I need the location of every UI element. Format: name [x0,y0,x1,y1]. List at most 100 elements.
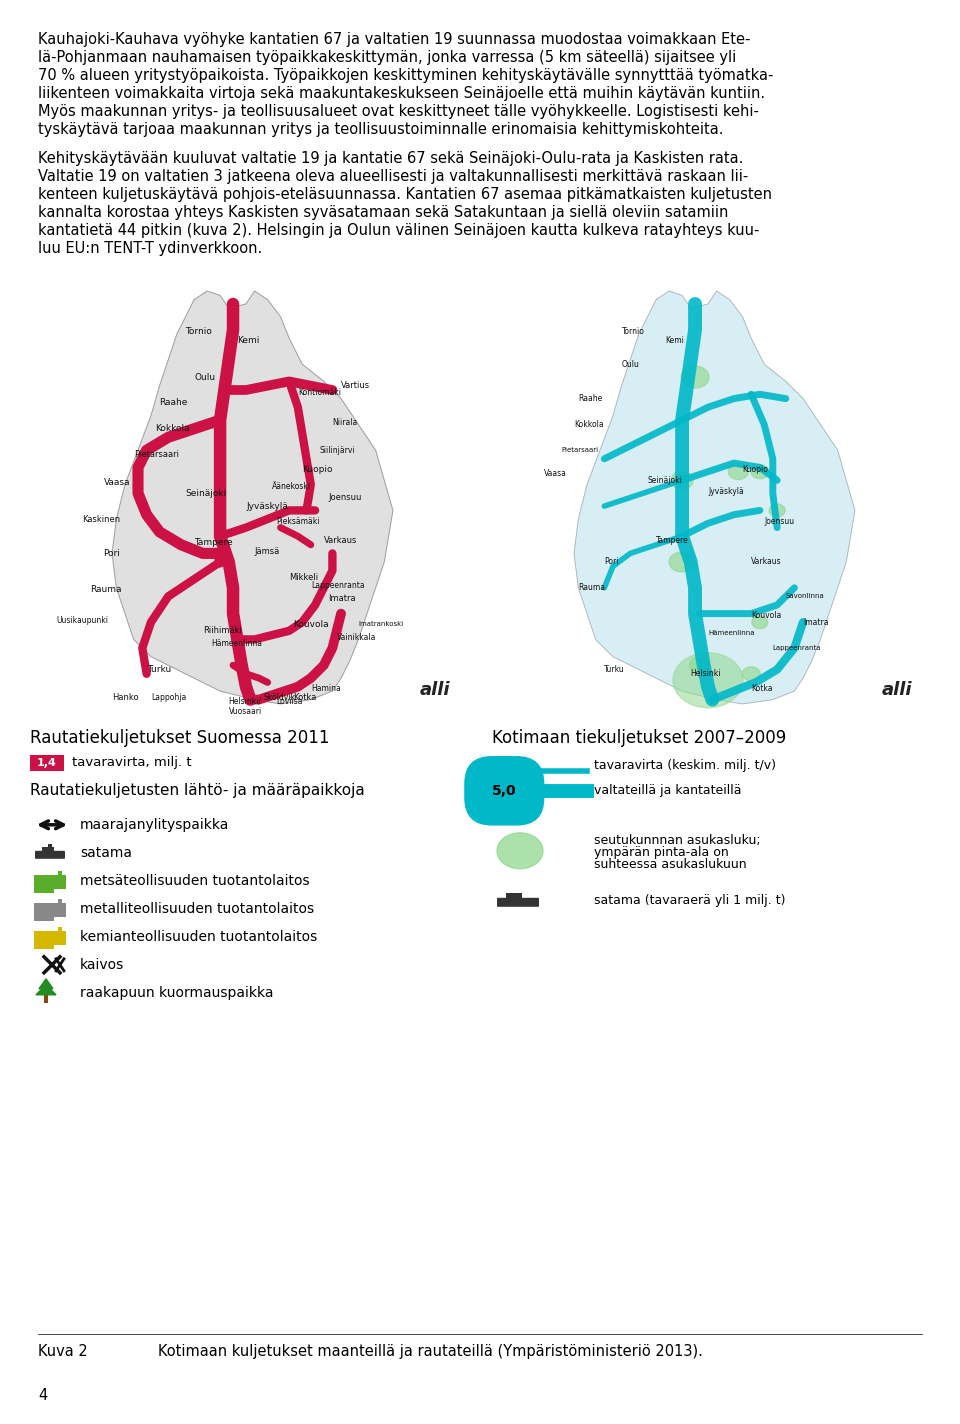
Text: Kotimaan kuljetukset maanteillä ja rautateillä (Ympäristöministeriö 2013).: Kotimaan kuljetukset maanteillä ja rauta… [158,1344,703,1358]
Bar [58,899,62,907]
Text: suhteessa asukaslukuun: suhteessa asukaslukuun [594,859,747,871]
Text: Joensuu: Joensuu [764,517,794,525]
Text: liikenteen voimakkaita virtoja sekä maakuntakeskukseen Seinäjoelle että muihin k: liikenteen voimakkaita virtoja sekä maak… [38,85,765,101]
Text: Kuva 2: Kuva 2 [38,1344,87,1358]
Bar [42,847,54,852]
Text: tyskäytävä tarjoaa maakunnan yritys ja teollisuustoiminnalle erinomaisia kehitty: tyskäytävä tarjoaa maakunnan yritys ja t… [38,122,724,137]
Bar [54,931,66,944]
FancyBboxPatch shape [497,897,539,907]
Text: Tornio: Tornio [185,328,212,336]
Ellipse shape [681,366,709,389]
Text: metalliteollisuuden tuotantolaitos: metalliteollisuuden tuotantolaitos [80,901,314,916]
Bar [34,874,54,893]
Text: Hanko: Hanko [112,693,138,702]
Ellipse shape [729,464,748,480]
Bar [492,286,924,716]
Text: Mikkeli: Mikkeli [289,572,319,581]
Text: 4: 4 [38,1388,47,1403]
Text: Oulu: Oulu [622,360,639,369]
Text: tavaravirta, milj. t: tavaravirta, milj. t [72,756,192,769]
Text: Uusikaupunki: Uusikaupunki [56,615,108,625]
Text: Lappeenranta: Lappeenranta [773,645,822,651]
Text: Pietarsaari: Pietarsaari [561,447,598,453]
Text: satama (tavaraerä yli 1 milj. t): satama (tavaraerä yli 1 milj. t) [594,894,785,907]
Text: kemianteollisuuden tuotantolaitos: kemianteollisuuden tuotantolaitos [80,930,317,944]
Text: Tampere: Tampere [657,535,689,545]
Bar [54,874,66,889]
Ellipse shape [752,615,768,629]
Text: Helsinki: Helsinki [691,669,721,678]
Text: Pieksämäki: Pieksämäki [276,517,320,525]
Bar [30,755,64,770]
Text: ympärän pinta-ala on: ympärän pinta-ala on [594,846,729,859]
Text: Vaasa: Vaasa [543,470,566,478]
Text: Tampere: Tampere [194,538,232,547]
Ellipse shape [689,658,709,674]
Text: Pietarsaari: Pietarsaari [133,450,179,459]
Text: Kaskinen: Kaskinen [82,514,120,524]
Text: Helsinki/
Vuosaari: Helsinki/ Vuosaari [228,696,262,716]
Ellipse shape [671,471,693,490]
Text: Kouvola: Kouvola [294,619,329,629]
Text: seutukunnnan asukasluku;: seutukunnnan asukasluku; [594,834,760,847]
Text: Rautatiekuljetusten lähtö- ja määräpaikkoja: Rautatiekuljetusten lähtö- ja määräpaikk… [30,783,365,797]
Text: Vartius: Vartius [341,382,371,390]
Polygon shape [39,978,53,988]
Text: Myös maakunnan yritys- ja teollisuusalueet ovat keskittyneet tälle vyöhykkeelle.: Myös maakunnan yritys- ja teollisuusalue… [38,104,758,120]
Text: kantatietä 44 pitkin (kuva 2). Helsingin ja Oulun välinen Seinäjoen kautta kulke: kantatietä 44 pitkin (kuva 2). Helsingin… [38,222,759,238]
Text: 70 % alueen yritystyöpaikoista. Työpaikkojen keskittyminen kehityskäytävälle syn: 70 % alueen yritystyöpaikoista. Työpaikk… [38,68,774,83]
Bar [58,871,62,879]
Bar [506,893,522,899]
Bar [54,903,66,917]
Text: tavaravirta (keskim. milj. t/v): tavaravirta (keskim. milj. t/v) [594,759,776,772]
Text: lä-Pohjanmaan nauhamaisen työpaikkakeskittymän, jonka varressa (5 km säteellä) s: lä-Pohjanmaan nauhamaisen työpaikkakeski… [38,50,736,66]
Text: Jyväskylä: Jyväskylä [246,501,288,511]
Text: Vainikkala: Vainikkala [337,632,376,642]
Text: 5,0: 5,0 [492,783,516,797]
Text: Niirala: Niirala [332,417,358,427]
Text: 2,0: 2,0 [492,763,516,778]
Text: Seinäjoki: Seinäjoki [647,476,683,484]
Text: kaivos: kaivos [80,958,124,971]
Text: Valtatie 19 on valtatien 3 jatkeena oleva alueellisesti ja valtakunnallisesti me: Valtatie 19 on valtatien 3 jatkeena olev… [38,169,748,184]
Text: Hämeenlinna: Hämeenlinna [708,629,755,637]
Text: Kuopio: Kuopio [302,466,333,474]
Ellipse shape [673,652,743,708]
Text: Oulu: Oulu [194,373,215,382]
Text: maarajanylityspaikka: maarajanylityspaikka [80,817,229,832]
Text: Kemi: Kemi [664,336,684,345]
Text: Kemi: Kemi [237,336,260,345]
Polygon shape [36,985,56,995]
Text: Raahe: Raahe [578,394,603,403]
Text: Kuopio: Kuopio [743,466,768,474]
Text: kannalta korostaa yhteys Kaskisten syväsatamaan sekä Satakuntaan ja siellä olevi: kannalta korostaa yhteys Kaskisten syväs… [38,205,729,219]
Text: Seinäjoki: Seinäjoki [185,488,227,498]
Text: Pori: Pori [104,548,120,558]
Text: Loviisa: Loviisa [276,698,302,706]
Text: Lappohja: Lappohja [151,693,186,702]
Text: luu EU:n TENT-T ydinverkkoon.: luu EU:n TENT-T ydinverkkoon. [38,241,262,256]
Text: Imatrankoski: Imatrankoski [358,621,403,628]
Text: valtateillä ja kantateillä: valtateillä ja kantateillä [594,785,741,797]
Bar [58,927,62,934]
Bar [44,995,48,1002]
Text: Kotka: Kotka [294,693,317,702]
Polygon shape [112,290,393,703]
Text: Hamina: Hamina [311,685,341,693]
Text: alli: alli [881,681,912,699]
Text: Turku: Turku [605,665,625,674]
Text: metsäteollisuuden tuotantolaitos: metsäteollisuuden tuotantolaitos [80,874,310,887]
Text: Kehityskäytävään kuuluvat valtatie 19 ja kantatie 67 sekä Seinäjoki-Oulu-rata ja: Kehityskäytävään kuuluvat valtatie 19 ja… [38,151,743,165]
Text: raakapuun kuormauspaikka: raakapuun kuormauspaikka [80,985,274,1000]
Ellipse shape [751,464,769,478]
Text: Pori: Pori [605,558,619,567]
Text: Savonlinna: Savonlinna [785,594,825,600]
Text: Raahe: Raahe [159,399,188,407]
Ellipse shape [742,666,760,681]
Text: Siilinjärvi: Siilinjärvi [320,446,355,454]
Text: Kouvola: Kouvola [752,611,781,621]
Text: Hämeenlinna: Hämeenlinna [211,639,262,648]
Text: Vaasa: Vaasa [104,478,130,487]
Text: Kokkola: Kokkola [574,420,604,429]
Text: Kotka: Kotka [752,685,773,693]
